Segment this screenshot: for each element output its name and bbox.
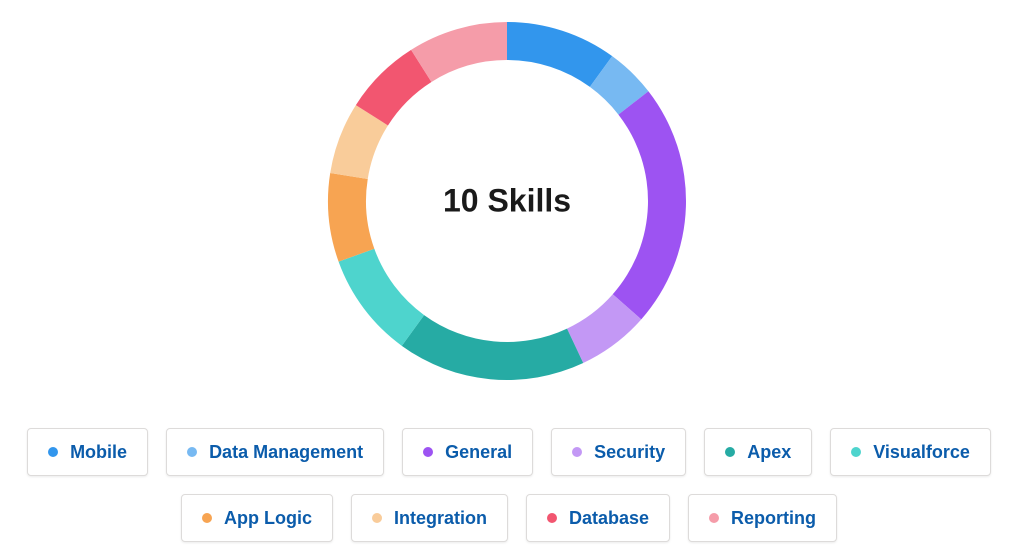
legend-dot-icon — [187, 447, 198, 457]
donut-slice-apex[interactable] — [401, 315, 584, 380]
legend-chip-security[interactable]: Security — [551, 428, 687, 476]
legend-chip-integration[interactable]: Integration — [350, 494, 508, 542]
legend-label: Data Management — [209, 441, 364, 462]
legend-chip-mobile[interactable]: Mobile — [27, 428, 149, 476]
legend-label: Visualforce — [873, 441, 970, 462]
donut-slice-database[interactable] — [355, 49, 432, 126]
legend-chip-data-management[interactable]: Data Management — [166, 428, 385, 476]
legend-label: General — [445, 441, 513, 462]
legend-chip-app-logic[interactable]: App Logic — [180, 494, 333, 542]
legend-row-1: Mobile Data Management General Security Apex… — [0, 428, 1018, 476]
legend-label: Integration — [393, 507, 487, 528]
donut-slices — [328, 22, 686, 380]
donut-slice-integration[interactable] — [330, 105, 388, 179]
donut-slice-app-logic[interactable] — [328, 172, 375, 262]
legend-dot-icon — [572, 447, 583, 457]
legend-chip-apex[interactable]: Apex — [704, 428, 813, 476]
legend-chip-general[interactable]: General — [402, 428, 534, 476]
legend-dot-icon — [851, 447, 862, 457]
legend-label: Security — [594, 441, 666, 462]
legend-dot-icon — [371, 513, 382, 523]
legend-label: Apex — [747, 441, 792, 462]
legend-dot-icon — [201, 513, 212, 523]
legend-label: Mobile — [70, 441, 128, 462]
skills-donut-chart: 10 Skills — [328, 22, 686, 380]
legend-row-2: App Logic Integration Database Reporting — [0, 494, 1018, 542]
legend-chip-database[interactable]: Database — [525, 494, 671, 542]
legend-dot-icon — [725, 447, 736, 457]
legend-label: App Logic — [223, 507, 312, 528]
legend-dot-icon — [709, 513, 720, 523]
legend-dot-icon — [48, 447, 59, 457]
donut-slice-reporting[interactable] — [411, 22, 507, 82]
legend-chip-reporting[interactable]: Reporting — [688, 494, 838, 542]
legend-dot-icon — [423, 447, 434, 457]
legend-dot-icon — [546, 513, 557, 523]
legend-label: Reporting — [731, 507, 817, 528]
donut-slice-visualforce[interactable] — [338, 248, 425, 346]
donut-slice-data-management[interactable] — [589, 56, 649, 115]
donut-slice-security[interactable] — [567, 294, 642, 363]
donut-center-label: 10 Skills — [443, 182, 571, 218]
donut-slice-mobile[interactable] — [507, 22, 613, 87]
donut-slice-general[interactable] — [612, 91, 686, 320]
legend-chip-visualforce[interactable]: Visualforce — [830, 428, 991, 476]
legend-label: Database — [568, 507, 650, 528]
